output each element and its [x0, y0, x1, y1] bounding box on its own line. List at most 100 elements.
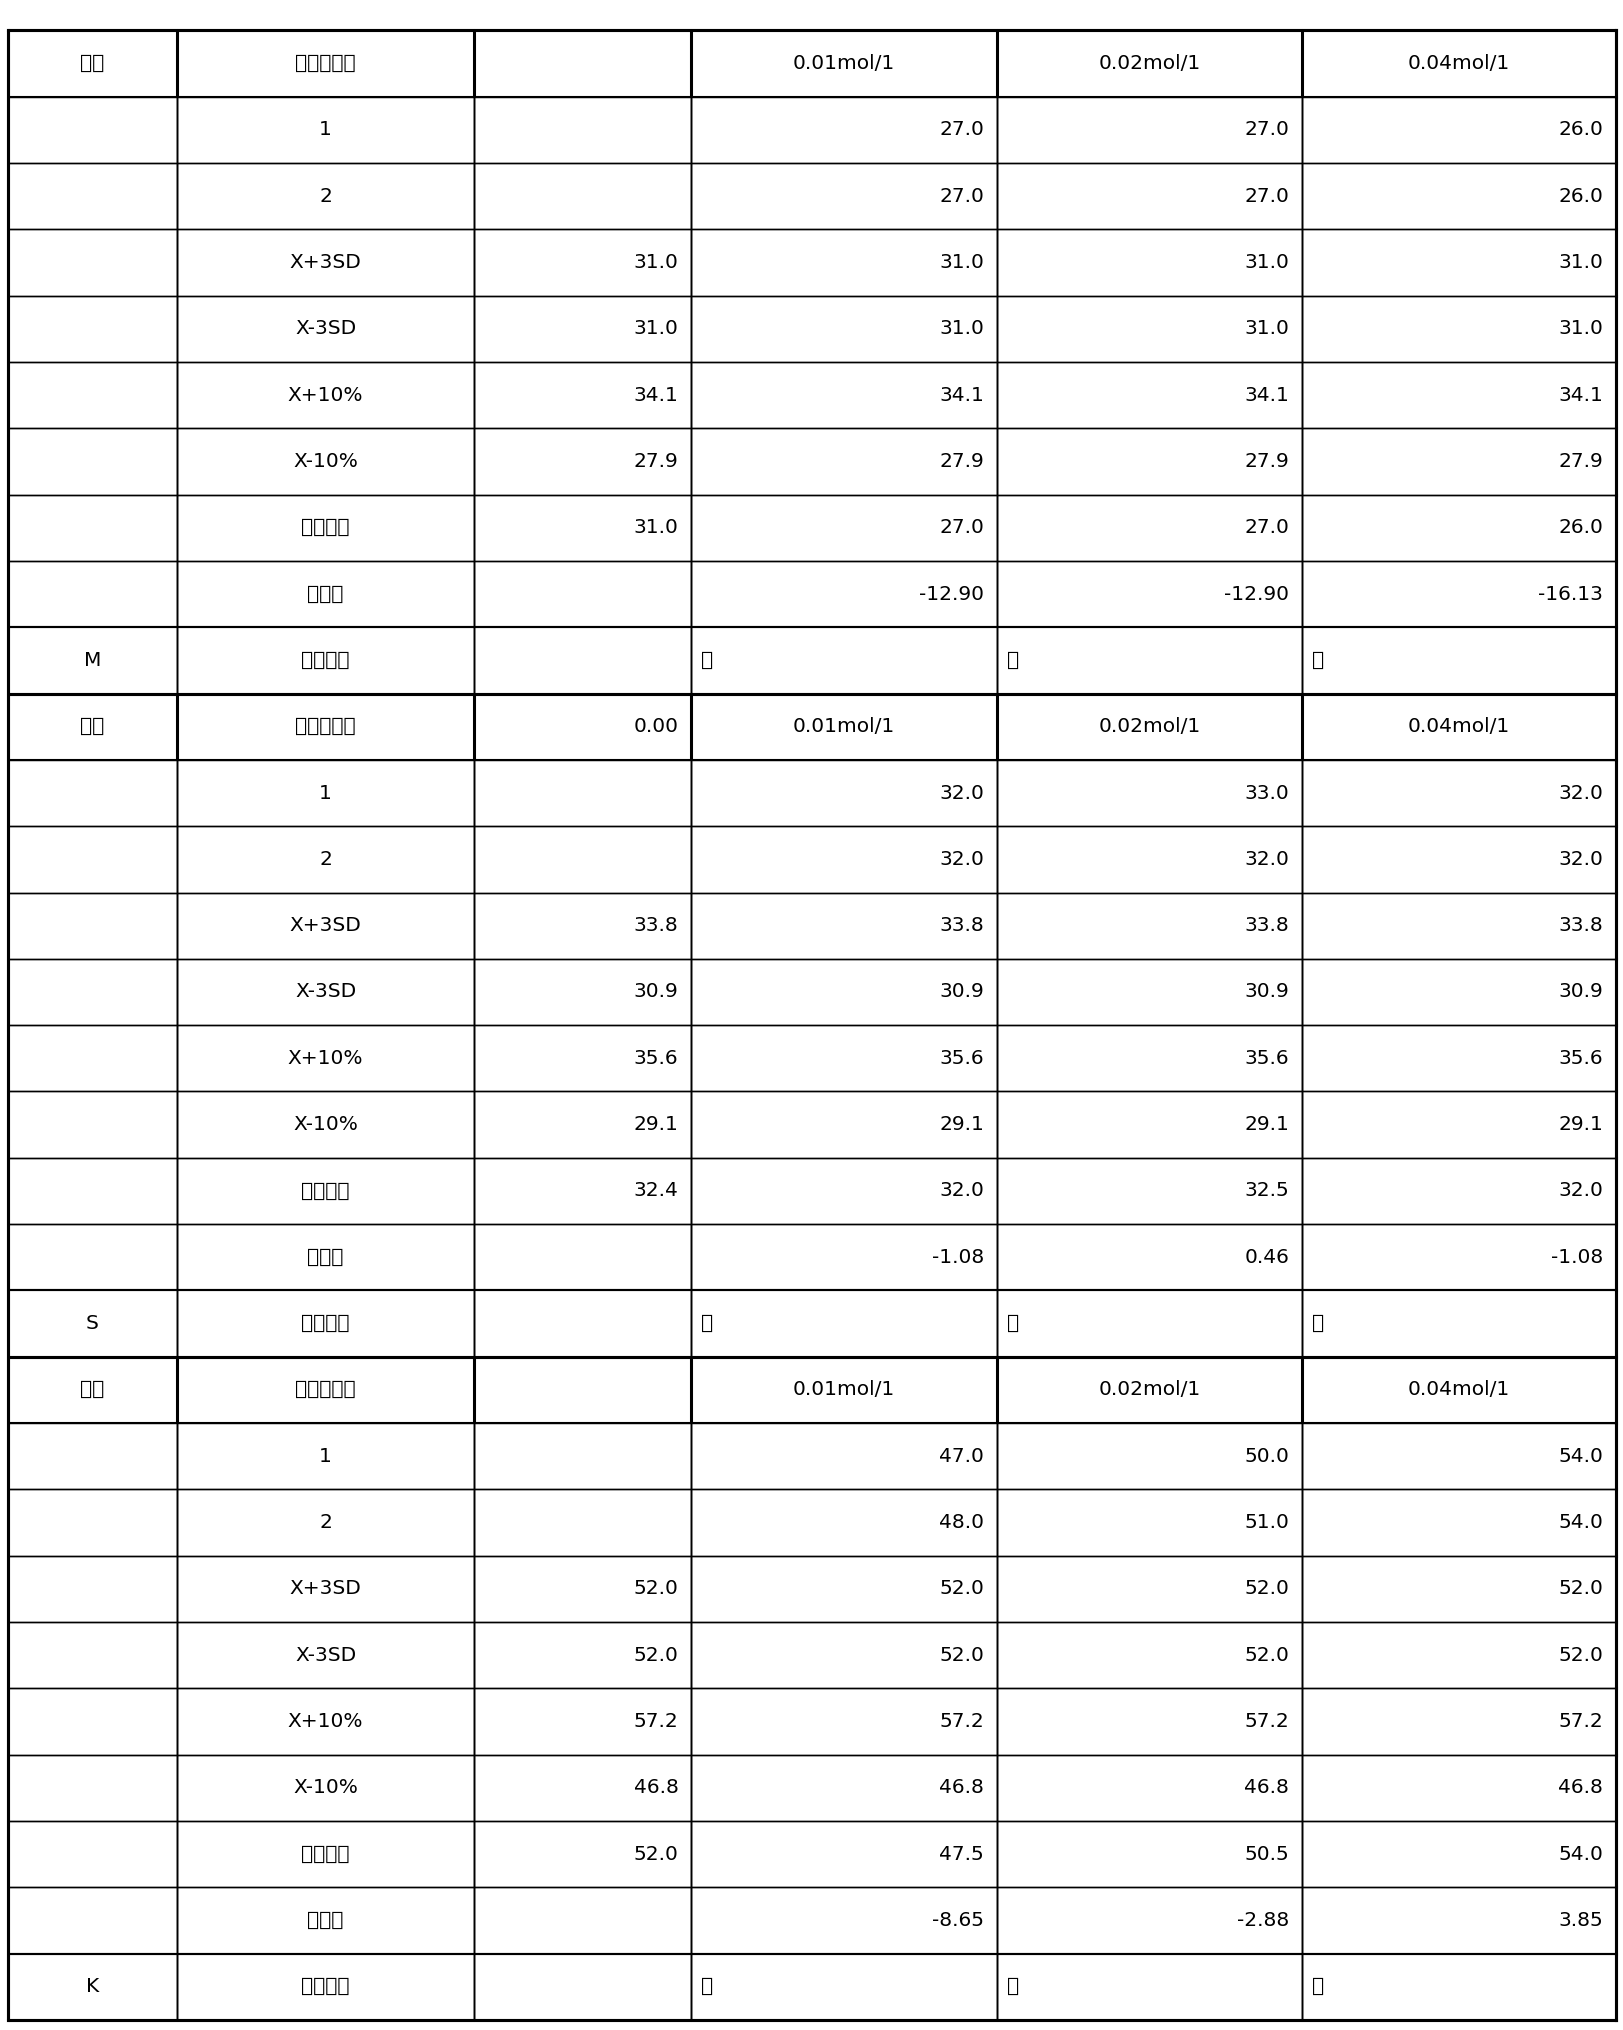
Text: 是: 是: [1311, 652, 1323, 670]
Text: M: M: [84, 652, 101, 670]
Text: S: S: [86, 1313, 99, 1334]
Text: 2: 2: [320, 851, 331, 869]
Text: 26.0: 26.0: [1556, 120, 1602, 140]
Text: 30.9: 30.9: [1556, 983, 1602, 1001]
Text: X+10%: X+10%: [287, 1050, 364, 1068]
Text: 50.0: 50.0: [1243, 1447, 1289, 1466]
Text: 试剂: 试剂: [81, 1380, 104, 1399]
Text: 33.8: 33.8: [1556, 916, 1602, 936]
Text: 33.8: 33.8: [938, 916, 984, 936]
Text: 31.0: 31.0: [633, 254, 678, 272]
Text: 干扰度: 干扰度: [307, 585, 344, 603]
Text: 32.4: 32.4: [633, 1181, 678, 1200]
Text: 0.04mol/1: 0.04mol/1: [1407, 717, 1509, 737]
Text: 54.0: 54.0: [1556, 1447, 1602, 1466]
Text: 26.0: 26.0: [1556, 518, 1602, 538]
Text: 30.9: 30.9: [633, 983, 678, 1001]
Text: 0.46: 0.46: [1243, 1248, 1289, 1267]
Text: 33.0: 33.0: [1243, 784, 1289, 802]
Text: 31.0: 31.0: [938, 319, 984, 339]
Text: 33.8: 33.8: [1243, 916, 1289, 936]
Text: 34.1: 34.1: [1243, 386, 1289, 404]
Text: 0.04mol/1: 0.04mol/1: [1407, 1380, 1509, 1399]
Text: 47.0: 47.0: [938, 1447, 984, 1466]
Text: 2: 2: [320, 187, 331, 205]
Text: 否: 否: [1006, 1977, 1018, 1995]
Text: 31.0: 31.0: [1243, 319, 1289, 339]
Text: 32.0: 32.0: [938, 784, 984, 802]
Text: 52.0: 52.0: [1556, 1579, 1602, 1598]
Text: 29.1: 29.1: [938, 1114, 984, 1135]
Text: 3.85: 3.85: [1556, 1910, 1602, 1931]
Text: 试剂: 试剂: [81, 55, 104, 73]
Text: 是否干扰: 是否干扰: [302, 1977, 349, 1995]
Text: X-10%: X-10%: [294, 1778, 357, 1797]
Text: 33.8: 33.8: [633, 916, 678, 936]
Text: X-10%: X-10%: [294, 1114, 357, 1135]
Text: 32.0: 32.0: [1556, 784, 1602, 802]
Text: 否: 否: [1311, 1313, 1323, 1334]
Text: 0.02mol/1: 0.02mol/1: [1097, 717, 1199, 737]
Text: 51.0: 51.0: [1243, 1512, 1289, 1533]
Text: 27.0: 27.0: [1243, 518, 1289, 538]
Text: 试剂: 试剂: [81, 717, 104, 737]
Text: 否: 否: [701, 1313, 712, 1334]
Text: 52.0: 52.0: [1243, 1646, 1289, 1665]
Text: -1.08: -1.08: [932, 1248, 984, 1267]
Text: X-3SD: X-3SD: [295, 983, 355, 1001]
Text: 27.0: 27.0: [1243, 120, 1289, 140]
Text: 32.0: 32.0: [1243, 851, 1289, 869]
Text: 31.0: 31.0: [1556, 254, 1602, 272]
Text: X+3SD: X+3SD: [289, 254, 362, 272]
Text: 是: 是: [1006, 652, 1018, 670]
Text: 52.0: 52.0: [1556, 1646, 1602, 1665]
Text: 干扰物浓度: 干扰物浓度: [295, 55, 355, 73]
Text: X+10%: X+10%: [287, 1711, 364, 1732]
Text: 干扰度: 干扰度: [307, 1248, 344, 1267]
Text: 否: 否: [1311, 1977, 1323, 1995]
Text: 57.2: 57.2: [1556, 1711, 1602, 1732]
Text: 57.2: 57.2: [938, 1711, 984, 1732]
Text: 干扰物浓度: 干扰物浓度: [295, 717, 355, 737]
Text: 测定均值: 测定均值: [302, 518, 349, 538]
Text: 0.01mol/1: 0.01mol/1: [792, 717, 894, 737]
Text: X-3SD: X-3SD: [295, 319, 355, 339]
Text: 34.1: 34.1: [633, 386, 678, 404]
Text: 52.0: 52.0: [633, 1579, 678, 1598]
Text: 32.0: 32.0: [1556, 851, 1602, 869]
Text: 27.0: 27.0: [1243, 187, 1289, 205]
Text: 是否干扰: 是否干扰: [302, 1313, 349, 1334]
Text: 否: 否: [701, 1977, 712, 1995]
Text: 46.8: 46.8: [633, 1778, 678, 1797]
Text: 29.1: 29.1: [633, 1114, 678, 1135]
Text: 干扰物浓度: 干扰物浓度: [295, 1380, 355, 1399]
Text: 1: 1: [320, 1447, 331, 1466]
Text: 30.9: 30.9: [938, 983, 984, 1001]
Text: 测定均值: 测定均值: [302, 1845, 349, 1864]
Text: X+3SD: X+3SD: [289, 1579, 362, 1598]
Text: 34.1: 34.1: [938, 386, 984, 404]
Text: 35.6: 35.6: [633, 1050, 678, 1068]
Text: 35.6: 35.6: [1558, 1050, 1602, 1068]
Text: 31.0: 31.0: [1556, 319, 1602, 339]
Text: 27.0: 27.0: [938, 120, 984, 140]
Text: 27.9: 27.9: [633, 453, 678, 471]
Text: 54.0: 54.0: [1556, 1512, 1602, 1533]
Text: 31.0: 31.0: [938, 254, 984, 272]
Text: 29.1: 29.1: [1556, 1114, 1602, 1135]
Text: 0.00: 0.00: [633, 717, 678, 737]
Text: 1: 1: [320, 784, 331, 802]
Text: -1.08: -1.08: [1550, 1248, 1602, 1267]
Text: 31.0: 31.0: [633, 319, 678, 339]
Text: K: K: [86, 1977, 99, 1995]
Text: 0.01mol/1: 0.01mol/1: [792, 55, 894, 73]
Text: 2: 2: [320, 1512, 331, 1533]
Text: 57.2: 57.2: [633, 1711, 678, 1732]
Text: 35.6: 35.6: [1243, 1050, 1289, 1068]
Text: 是否干扰: 是否干扰: [302, 652, 349, 670]
Text: 50.5: 50.5: [1243, 1845, 1289, 1864]
Text: -8.65: -8.65: [932, 1910, 984, 1931]
Text: 54.0: 54.0: [1556, 1845, 1602, 1864]
Text: 32.0: 32.0: [1556, 1181, 1602, 1200]
Text: 35.6: 35.6: [938, 1050, 984, 1068]
